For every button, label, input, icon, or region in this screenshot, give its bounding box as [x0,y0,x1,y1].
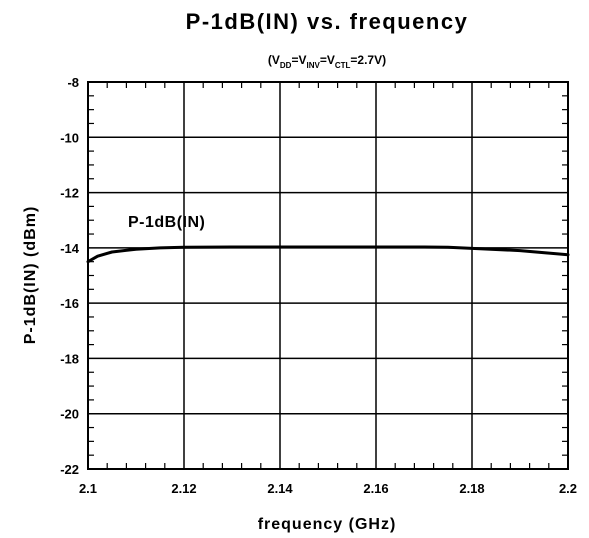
y-tick-label: -8 [67,75,79,90]
y-tick-label: -20 [60,407,79,422]
y-axis-label: P-1dB(IN) (dBm) [22,206,39,345]
x-axis-label: frequency (GHz) [258,516,397,533]
y-tick-label: -18 [60,351,79,366]
x-tick-label: 2.14 [267,481,293,496]
y-tick-label: -14 [60,241,80,256]
x-tick-label: 2.2 [559,481,577,496]
x-tick-label: 2.16 [363,481,388,496]
x-tick-label: 2.12 [171,481,196,496]
y-tick-label: -10 [60,130,79,145]
chart-title: P-1dB(IN) vs. frequency [186,9,469,34]
y-tick-label: -22 [60,462,79,477]
series-label-p1db: P-1dB(IN) [128,214,205,231]
chart-subtitle: (VDD=VINV=VCTL=2.7V) [268,53,386,70]
x-tick-label: 2.1 [79,481,97,496]
y-tick-label: -12 [60,186,79,201]
series-line-p1db [86,245,570,264]
x-tick-label: 2.18 [459,481,484,496]
plot-frame [87,81,569,470]
y-tick-label: -16 [60,296,79,311]
